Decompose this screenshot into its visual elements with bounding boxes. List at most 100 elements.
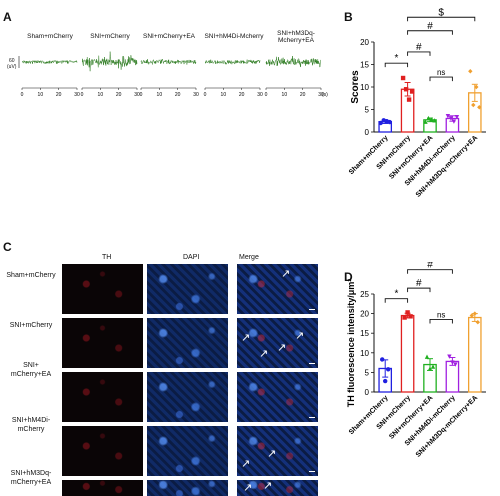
emg-trace-label: Sham+mCherry [27, 33, 73, 40]
emg-x-tick-label: 20 [56, 92, 62, 98]
emg-x-tick-label: 0 [265, 92, 268, 98]
row-label: SNI+ mCherry+EA [2, 361, 60, 379]
y-axis-label: Scores [350, 70, 361, 104]
data-point [423, 119, 428, 124]
emg-y-scale-value: 60 [9, 58, 15, 64]
significance-label: $ [438, 7, 444, 18]
micrograph-dapi [147, 426, 228, 476]
data-point [468, 69, 473, 74]
emg-x-tick-label: 0 [204, 92, 207, 98]
arrow-icon: ↗ [267, 447, 277, 460]
emg-x-tick-label: 30 [257, 92, 263, 98]
arrow-icon: ↗ [281, 267, 291, 280]
emg-trace [205, 59, 261, 65]
emg-x-tick-label: 20 [300, 92, 306, 98]
data-point [451, 119, 457, 124]
data-point [472, 311, 477, 316]
data-point [469, 313, 474, 318]
data-point [477, 105, 482, 110]
emg-trace-label-line: SNI+hM3Dq- [277, 30, 315, 37]
col-title-merge: Merge [239, 254, 259, 261]
micrograph-merge: ↗ ↗ [237, 480, 318, 496]
row-label-line: SNI+hM3Dq- [10, 470, 52, 477]
panel-label-c: C [3, 240, 12, 254]
significance-bracket [407, 51, 431, 56]
emg-x-tick-label: 20 [175, 92, 181, 98]
emg-x-tick-label: 0 [140, 92, 143, 98]
significance-bracket [407, 269, 453, 274]
arrow-icon: ↗ [295, 329, 305, 342]
y-tick-label: 0 [365, 128, 370, 137]
col-title-th: TH [102, 254, 112, 261]
y-tick-label: 10 [360, 83, 369, 92]
row-label-line: mCherry [17, 426, 45, 433]
significance-label: # [416, 42, 422, 53]
data-point [474, 84, 479, 90]
emg-x-unit: (s) [322, 92, 328, 98]
data-point [424, 354, 430, 359]
micrograph-th [62, 372, 143, 422]
panel-label-d: D [344, 270, 353, 284]
significance-label: ns [437, 68, 445, 77]
emg-trace-label: SNI+hM4Di-Mcherry [204, 33, 264, 40]
row-label: SNI+mCherry [2, 321, 60, 330]
emg-x-tick-label: 10 [282, 92, 288, 98]
panel-label-b: B [344, 10, 353, 24]
significance-bracket [407, 287, 431, 293]
significance-bracket [384, 62, 409, 68]
row-label-line: Sham+mCherry [6, 272, 56, 279]
emg-x-tick-label: 10 [221, 92, 227, 98]
row-label: SNI+hM4Di- mCherry [2, 416, 60, 434]
emg-x-tick-label: 20 [239, 92, 245, 98]
panel-label-a: A [3, 10, 12, 24]
arrow-icon: ↗ [241, 331, 251, 344]
micrograph-dapi [147, 318, 228, 368]
x-tick-label: Sham+mCherry [348, 134, 390, 176]
emg-x-tick-label: 30 [74, 92, 80, 98]
significance-label: # [416, 278, 422, 289]
significance-bracket [407, 30, 453, 35]
emg-x-tick-label: 0 [81, 92, 84, 98]
data-point [406, 97, 412, 102]
micrograph-th [62, 480, 143, 496]
data-point [454, 114, 460, 120]
emg-trace-label: SNI+hM3Dq- Mcherry+EA [266, 30, 326, 44]
if-image-grid: TH DAPI Merge Sham+mCherry SNI+mCherry S… [0, 248, 340, 496]
significance-label: # [427, 262, 433, 271]
data-point [427, 366, 433, 371]
micrograph-merge: ↗ [237, 264, 318, 314]
emg-x-tick-label: 30 [193, 92, 199, 98]
emg-trace [265, 55, 321, 68]
significance-bracket [407, 16, 476, 22]
micrograph-merge: ↗ ↗ [237, 426, 318, 476]
row-label: SNI+hM3Dq- mCherry+EA [2, 469, 60, 487]
bar [400, 314, 415, 393]
y-tick-label: 15 [360, 329, 369, 338]
arrow-icon: ↗ [243, 481, 253, 494]
emg-panel: Sham+mCherry SNI+mCherry SNI+mCherry+EA … [0, 0, 340, 110]
micrograph-merge: ↗ ↗ ↗ ↗ [237, 318, 318, 368]
significance-label: * [394, 53, 398, 64]
emg-trace [82, 51, 138, 72]
data-point [448, 116, 454, 121]
scale-bar [309, 417, 315, 418]
data-point [408, 314, 413, 319]
bar [467, 316, 482, 393]
significance-label: ns [437, 310, 445, 319]
data-point [432, 118, 437, 123]
data-point [475, 320, 480, 325]
data-point [450, 360, 455, 365]
data-point [400, 75, 406, 81]
emg-x-tick-label: 30 [318, 92, 324, 98]
data-point [426, 115, 431, 121]
emg-x-tick-label: 30 [134, 92, 140, 98]
scores-bar-chart: 05101520ScoresSham+mCherrySNI+mCherrySNI… [348, 7, 486, 199]
y-tick-label: 0 [365, 388, 370, 397]
scale-bar [309, 471, 315, 472]
row-label-line: mCherry+EA [10, 479, 52, 486]
emg-traces-plot: 0 10 20 30 0 10 20 30 0 10 20 30 0 10 20 30 0 10 20 30(s) [18, 51, 328, 98]
emg-trace-label-line: Mcherry+EA [278, 37, 314, 44]
data-point [378, 120, 383, 126]
arrow-icon: ↗ [259, 347, 269, 360]
